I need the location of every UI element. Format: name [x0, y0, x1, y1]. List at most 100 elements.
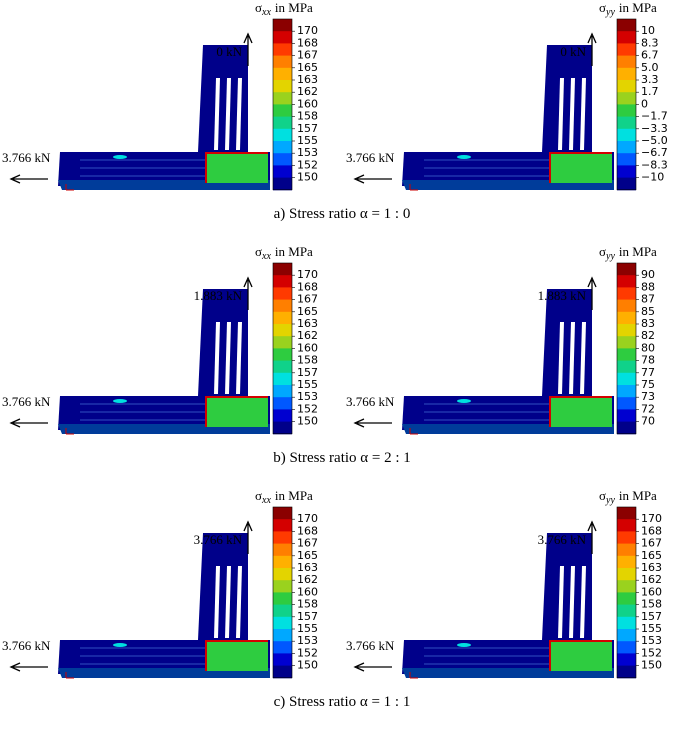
triad — [409, 428, 418, 435]
colorbar-band — [617, 177, 636, 191]
colorbar-band — [617, 580, 636, 593]
colorbar-tick-label: 155 — [297, 378, 318, 391]
colorbar-band — [273, 177, 292, 191]
colorbar-tick-label: 152 — [297, 158, 318, 171]
colorbar-band — [273, 141, 292, 154]
colorbar-band — [273, 104, 292, 118]
colorbar-band — [617, 80, 636, 93]
subscript: yy — [605, 251, 615, 262]
colorbar-band — [617, 385, 636, 398]
colorbar-tick-label: 75 — [641, 378, 655, 391]
force-left-label: 3.766 kN — [2, 638, 51, 653]
colorbar-tick-label: 77 — [641, 366, 655, 379]
colorbar-band — [617, 31, 636, 44]
colorbar-tick-label: −6.7 — [641, 146, 668, 159]
colorbar-band — [273, 421, 292, 435]
colorbar-tick-label: 70 — [641, 415, 655, 428]
unit: in MPa — [619, 0, 657, 15]
slot — [558, 322, 564, 394]
colorbar-tick-label: 157 — [297, 122, 318, 135]
colorbar-band — [273, 372, 292, 386]
slot — [580, 78, 586, 150]
force-top-label: 1.883 kN — [538, 288, 587, 303]
colorbar-band — [273, 165, 292, 179]
triad — [409, 184, 418, 191]
force-top-label: 0 kN — [560, 44, 586, 59]
slot — [236, 322, 242, 394]
hotspot — [457, 643, 471, 647]
symbol: σ — [255, 488, 262, 503]
force-left-arrow — [9, 662, 48, 672]
colorbar-band — [273, 385, 292, 398]
slot — [580, 322, 586, 394]
arm — [542, 289, 592, 399]
slot — [236, 78, 242, 150]
colorbar-tick-label: 8.3 — [641, 36, 659, 49]
panel: σxx in MPa1701681671651631621601581571551… — [2, 244, 318, 435]
colorbar-band — [617, 641, 636, 654]
colorbar-tick-label: 163 — [297, 317, 318, 330]
colorbar-band — [617, 311, 636, 325]
colorbar-band — [273, 604, 292, 618]
colorbar-tick-label: 83 — [641, 317, 655, 330]
force-left-label: 3.766 kN — [2, 394, 51, 409]
colorbar-band — [617, 19, 636, 32]
colorbar-tick-label: 5.0 — [641, 61, 659, 74]
colorbar-tick-label: 157 — [641, 610, 662, 623]
colorbar-band — [617, 360, 636, 374]
colorbar-tick-label: 0 — [641, 97, 648, 110]
colorbar-band — [273, 43, 292, 57]
figure-row: σxx in MPa1701681671651631621601581571551… — [2, 488, 662, 710]
colorbar-band — [617, 153, 636, 166]
colorbar-tick-label: 10 — [641, 24, 655, 37]
force-top-arrow — [587, 276, 597, 310]
colorbar-tick-label: 167 — [297, 49, 318, 62]
colorbar-tick-label: 158 — [297, 110, 318, 123]
force-left-arrow — [353, 174, 392, 184]
colorbar-band — [273, 275, 292, 288]
colorbar-band — [617, 165, 636, 179]
colorbar-band — [617, 421, 636, 435]
corner-field — [550, 397, 612, 427]
hotspot — [113, 155, 127, 159]
colorbar-tick-label: 167 — [297, 293, 318, 306]
colorbar-band — [617, 568, 636, 581]
slot — [569, 322, 575, 394]
symbol: σ — [599, 0, 606, 15]
colorbar-band — [617, 397, 636, 410]
colorbar-band — [273, 153, 292, 166]
colorbar-band — [617, 555, 636, 569]
colorbar-tick-label: 170 — [297, 268, 318, 281]
force-left-label: 3.766 kN — [346, 150, 395, 165]
colorbar-tick-label: 150 — [641, 659, 662, 672]
slot — [569, 566, 575, 638]
colorbar-band — [617, 324, 636, 337]
colorbar-tick-label: −8.3 — [641, 158, 668, 171]
colorbar-tick-label: 165 — [297, 305, 318, 318]
caption: a) Stress ratio α = 1 : 0 — [274, 206, 411, 222]
colorbar-band — [273, 507, 292, 520]
colorbar-tick-label: −10 — [641, 171, 664, 184]
panel: σxx in MPa1701681671651631621601581571551… — [2, 0, 318, 191]
colorbar-band — [617, 653, 636, 667]
colorbar-title: σyy in MPa — [599, 244, 657, 262]
colorbar-tick-label: 153 — [641, 634, 662, 647]
colorbar-tick-label: 168 — [297, 36, 318, 49]
hotspot — [113, 643, 127, 647]
colorbar-band — [273, 80, 292, 93]
corner-edge — [549, 152, 612, 183]
slot — [558, 78, 564, 150]
colorbar-band — [617, 299, 636, 313]
colorbar-tick-label: 153 — [297, 634, 318, 647]
corner-field — [550, 153, 612, 183]
colorbar-band — [617, 104, 636, 118]
colorbar-band — [617, 409, 636, 423]
symbol: σ — [599, 488, 606, 503]
colorbar-band — [273, 580, 292, 593]
triad — [65, 428, 74, 435]
corner-edge — [205, 640, 268, 671]
triad — [409, 672, 418, 679]
force-top-arrow — [243, 520, 253, 554]
arm — [542, 533, 592, 643]
colorbar-tick-label: 88 — [641, 280, 655, 293]
